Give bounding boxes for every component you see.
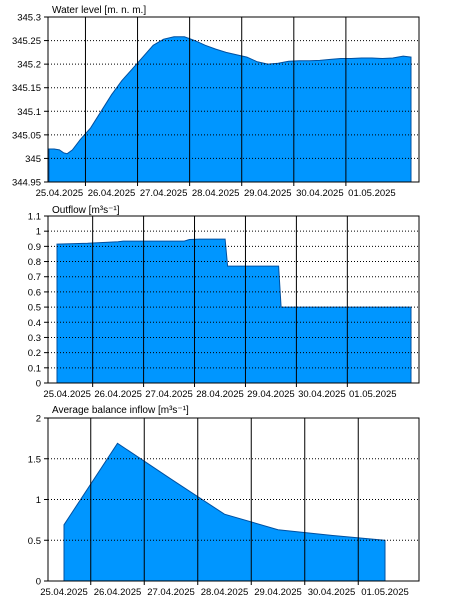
outflow-xtick-29-04-2025: 29.04.2025 <box>247 389 295 400</box>
outflow-ytick-0-4: 0.4 <box>28 318 41 329</box>
outflow-xtick-25-04-2025: 25.04.2025 <box>43 389 91 400</box>
balance-inflow-ytick-2: 2 <box>36 414 41 425</box>
outflow-ytick-1-1: 1.1 <box>28 212 41 223</box>
water-level-chart: Water level [m. n. m.] 345.3 345.25 345.2 34… <box>12 5 420 199</box>
outflow-xtick-28-04-2025: 28.04.2025 <box>196 389 244 400</box>
balance-inflow-ytick-1-5: 1.5 <box>28 454 41 465</box>
outflow-ytick-0-9: 0.9 <box>28 242 41 253</box>
water-level-ytick-345-2: 345.2 <box>17 60 41 71</box>
balance-inflow-ytick-1: 1 <box>36 495 41 506</box>
balance-inflow-xtick-26-04-2025: 26.04.2025 <box>94 587 142 598</box>
outflow-xtick-26-04-2025: 26.04.2025 <box>94 389 142 400</box>
water-level-ytick-344-95: 344.95 <box>12 178 41 189</box>
balance-inflow-xtick-27-04-2025: 27.04.2025 <box>147 587 195 598</box>
outflow-ytick-0-3: 0.3 <box>28 333 41 344</box>
outflow-area <box>56 238 412 384</box>
water-level-xtick-25-04-2025: 25.04.2025 <box>36 188 84 199</box>
water-level-xtick-29-04-2025: 29.04.2025 <box>244 188 292 199</box>
outflow-frame <box>47 215 420 384</box>
outflow-ytick-0-1: 0.1 <box>28 363 41 374</box>
water-level-xtick-30-04-2025: 30.04.2025 <box>296 188 344 199</box>
balance-inflow-chart: Average balance inflow [m³s⁻¹]21.510.502… <box>28 405 420 598</box>
water-level-title: Water level [m. n. m.] <box>52 5 146 16</box>
outflow-xtick-27-04-2025: 27.04.2025 <box>145 389 193 400</box>
water-level-xtick-01-05-2025: 01.05.2025 <box>348 188 396 199</box>
outflow-ytick-0: 0 <box>36 379 41 390</box>
balance-inflow-xtick-01-05-2025: 01.05.2025 <box>361 587 409 598</box>
outflow-xtick-30-04-2025: 30.04.2025 <box>298 389 346 400</box>
balance-inflow-title: Average balance inflow [m³s⁻¹] <box>52 405 189 416</box>
water-level-ytick-345: 345 <box>25 154 41 165</box>
water-level-ytick-345-15: 345.15 <box>12 83 41 94</box>
balance-inflow-xtick-30-04-2025: 30.04.2025 <box>308 587 356 598</box>
balance-inflow-xtick-25-04-2025: 25.04.2025 <box>40 587 88 598</box>
outflow-title: Outflow [m³s⁻¹] <box>52 205 120 216</box>
water-level-ytick-345-25: 345.25 <box>12 36 41 47</box>
balance-inflow-ytick-0: 0 <box>36 577 41 588</box>
outflow-ytick-0-2: 0.2 <box>28 348 41 359</box>
balance-inflow-xtick-29-04-2025: 29.04.2025 <box>254 587 302 598</box>
water-level-frame <box>47 16 420 183</box>
balance-inflow-xtick-28-04-2025: 28.04.2025 <box>201 587 249 598</box>
balance-inflow-frame <box>47 417 420 582</box>
water-level-ytick-345-05: 345.05 <box>12 130 41 141</box>
outflow-ytick-0-5: 0.5 <box>28 303 41 314</box>
outflow-ytick-0-8: 0.8 <box>28 257 41 268</box>
outflow-ytick-0-7: 0.7 <box>28 272 41 283</box>
water-level-ytick-345-1: 345.1 <box>17 107 41 118</box>
outflow-ytick-0-6: 0.6 <box>28 287 41 298</box>
water-level-xtick-26-04-2025: 26.04.2025 <box>88 188 136 199</box>
water-level-xtick-27-04-2025: 27.04.2025 <box>140 188 188 199</box>
outflow-xtick-01-05-2025: 01.05.2025 <box>349 389 397 400</box>
water-level-xtick-28-04-2025: 28.04.2025 <box>192 188 240 199</box>
balance-inflow-ytick-0-5: 0.5 <box>28 536 41 547</box>
water-level-ytick-345-3: 345.3 <box>17 13 41 24</box>
water-level-area <box>48 36 412 183</box>
outflow-chart: Outflow [m³s⁻¹] 1.1 1 0.9 0.8 0.7 0.6 0.5 0.4 0.3… <box>28 205 420 400</box>
outflow-ytick-1: 1 <box>36 227 41 238</box>
